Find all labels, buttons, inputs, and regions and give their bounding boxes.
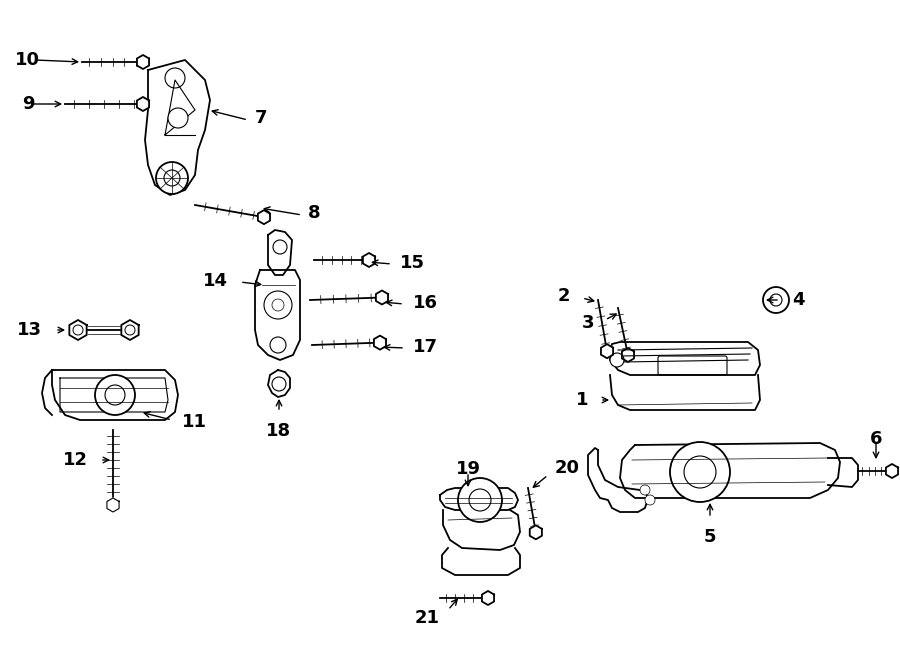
- Circle shape: [645, 495, 655, 505]
- Text: 5: 5: [704, 528, 716, 546]
- Circle shape: [670, 442, 730, 502]
- Text: 21: 21: [415, 609, 440, 627]
- Circle shape: [168, 108, 188, 128]
- Polygon shape: [137, 55, 149, 69]
- Text: 19: 19: [455, 460, 481, 478]
- Polygon shape: [137, 97, 149, 111]
- Text: 2: 2: [557, 287, 570, 305]
- Circle shape: [125, 325, 135, 335]
- Polygon shape: [122, 320, 139, 340]
- Text: 10: 10: [15, 51, 40, 69]
- Polygon shape: [69, 320, 86, 340]
- Circle shape: [610, 353, 624, 367]
- Text: 1: 1: [575, 391, 588, 409]
- Polygon shape: [530, 525, 542, 539]
- Text: 6: 6: [869, 430, 882, 448]
- Text: 9: 9: [22, 95, 35, 113]
- Circle shape: [272, 377, 286, 391]
- Text: 20: 20: [555, 459, 580, 477]
- Polygon shape: [622, 348, 634, 362]
- Circle shape: [458, 478, 502, 522]
- Circle shape: [469, 489, 491, 511]
- Polygon shape: [376, 290, 388, 305]
- Polygon shape: [268, 230, 292, 275]
- Polygon shape: [268, 370, 290, 397]
- Text: 15: 15: [400, 254, 425, 272]
- Circle shape: [165, 68, 185, 88]
- Polygon shape: [145, 60, 210, 195]
- Polygon shape: [601, 344, 613, 358]
- Circle shape: [270, 337, 286, 353]
- Polygon shape: [482, 591, 494, 605]
- Polygon shape: [610, 342, 760, 375]
- Circle shape: [105, 385, 125, 405]
- Circle shape: [684, 456, 716, 488]
- Polygon shape: [258, 210, 270, 224]
- Circle shape: [95, 375, 135, 415]
- Circle shape: [73, 325, 83, 335]
- Polygon shape: [255, 270, 300, 360]
- Polygon shape: [107, 498, 119, 512]
- Circle shape: [273, 240, 287, 254]
- Text: 18: 18: [266, 422, 292, 440]
- Text: 3: 3: [581, 314, 594, 332]
- Circle shape: [770, 294, 782, 306]
- Circle shape: [264, 291, 292, 319]
- Circle shape: [156, 162, 188, 194]
- Polygon shape: [886, 464, 898, 478]
- Text: 14: 14: [203, 272, 228, 290]
- Text: 11: 11: [182, 413, 207, 431]
- Text: 17: 17: [413, 338, 438, 356]
- Polygon shape: [52, 370, 178, 420]
- Polygon shape: [588, 448, 648, 512]
- Circle shape: [272, 299, 284, 311]
- Polygon shape: [828, 458, 858, 487]
- Text: 4: 4: [792, 291, 805, 309]
- Polygon shape: [440, 488, 518, 510]
- Text: 16: 16: [413, 294, 438, 312]
- Text: 12: 12: [63, 451, 88, 469]
- Text: 13: 13: [17, 321, 42, 339]
- Text: 8: 8: [308, 204, 320, 222]
- Circle shape: [763, 287, 789, 313]
- Polygon shape: [374, 336, 386, 350]
- Polygon shape: [363, 253, 375, 267]
- Circle shape: [640, 485, 650, 495]
- Circle shape: [164, 170, 180, 186]
- Text: 7: 7: [255, 109, 267, 127]
- Polygon shape: [620, 443, 840, 498]
